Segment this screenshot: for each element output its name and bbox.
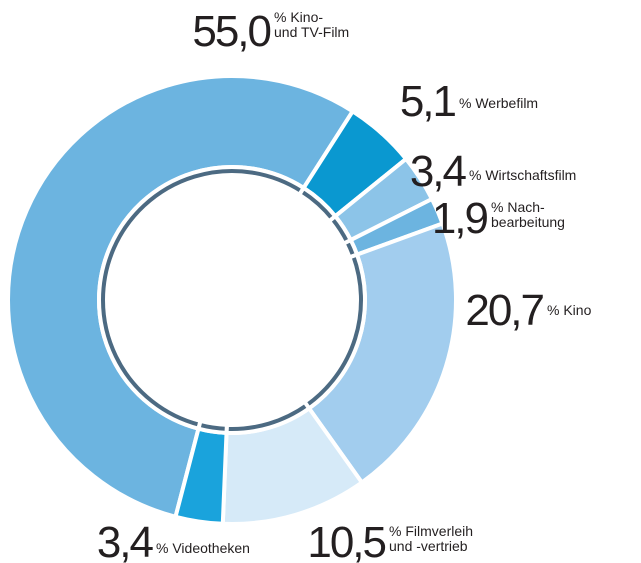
value-label: 1,9 <box>432 194 488 243</box>
value-label: 20,7 <box>465 286 543 335</box>
value-label: 10,5 <box>307 518 385 563</box>
category-line: und -vertrieb <box>389 538 468 554</box>
category-label: % Kino <box>547 302 592 318</box>
inner-ring <box>196 418 229 435</box>
category-line: Videotheken <box>172 540 250 556</box>
category-label: % Nach-bearbeitung <box>491 199 565 230</box>
category-line: bearbeitung <box>491 214 565 230</box>
category-line: Filmverleih <box>405 523 473 539</box>
category-label: % Kino-und TV-Film <box>274 9 349 40</box>
value-label: 5,1 <box>400 77 456 126</box>
unit: % <box>389 523 401 539</box>
unit: % <box>459 95 471 111</box>
category-line: Wirtschaftsfilm <box>485 167 576 183</box>
unit: % <box>547 302 559 318</box>
category-line: Nach- <box>507 199 545 215</box>
category-label: % Videotheken <box>156 540 250 556</box>
value-label: 3,4 <box>97 518 154 563</box>
unit: % <box>491 199 503 215</box>
category-label: % Filmverleih und -vertrieb <box>389 523 473 554</box>
category-line: und TV-Film <box>274 24 349 40</box>
value-label: 3,4 <box>410 147 467 196</box>
unit: % <box>469 167 481 183</box>
category-label: % Werbefilm <box>459 95 538 111</box>
category-line: Werbefilm <box>475 95 538 111</box>
value-label: 55,0 <box>192 7 270 56</box>
category-line: Kino <box>563 302 591 318</box>
unit: % <box>274 9 286 25</box>
category-line: Kino- <box>290 9 323 25</box>
unit: % <box>156 540 168 556</box>
category-label: % Wirtschaftsfilm <box>469 167 576 183</box>
